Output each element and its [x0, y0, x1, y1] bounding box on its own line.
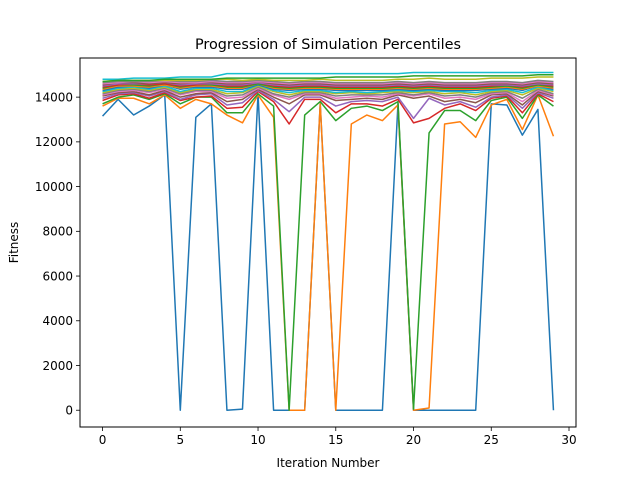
x-tick-label: 5	[176, 433, 184, 447]
x-tick-label: 25	[484, 433, 499, 447]
series-line-9	[102, 84, 554, 94]
y-axis-label: Fitness	[7, 222, 21, 264]
x-axis: 0 5 10 15 20 25 30	[99, 427, 577, 447]
y-tick-label: 8000	[42, 225, 73, 239]
series-line-2	[102, 93, 554, 411]
series-line-19	[102, 71, 554, 80]
series-line-5	[102, 88, 554, 106]
plot-frame	[79, 57, 577, 428]
series-line-7	[102, 86, 554, 99]
y-tick-label: 12000	[35, 135, 73, 149]
series-line-14	[102, 81, 554, 87]
y-tick-label: 2000	[42, 359, 73, 373]
series-line-16	[102, 80, 554, 85]
y-tick-label: 4000	[42, 314, 73, 328]
y-axis: 0 2000 4000 6000 8000 10000 12000 14000	[35, 90, 80, 418]
x-tick-label: 15	[328, 433, 343, 447]
x-tick-label: 10	[250, 433, 265, 447]
series-line-8	[102, 85, 554, 96]
series-line-17	[102, 79, 554, 84]
series-layer	[101, 71, 555, 411]
series-line-18	[102, 76, 554, 83]
series-line-15	[102, 80, 554, 86]
y-tick-label: 10000	[35, 180, 73, 194]
series-line-13	[102, 81, 554, 88]
series-line-11	[102, 82, 554, 91]
series-line-12	[102, 82, 554, 89]
x-tick-label: 30	[561, 433, 576, 447]
series-line-10	[102, 84, 554, 92]
y-tick-label: 14000	[35, 90, 73, 104]
series-line-3	[102, 90, 554, 125]
y-tick-label: 6000	[42, 269, 73, 283]
x-tick-label: 20	[406, 433, 421, 447]
x-axis-label: Iteration Number	[277, 456, 380, 470]
series-line-20	[102, 74, 554, 83]
series-line-6	[102, 87, 554, 103]
series-line-1	[102, 94, 555, 411]
y-tick-label: 0	[65, 404, 73, 418]
x-tick-label: 0	[99, 433, 107, 447]
chart-title: Progression of Simulation Percentiles	[195, 37, 461, 53]
series-line-4	[102, 89, 554, 120]
